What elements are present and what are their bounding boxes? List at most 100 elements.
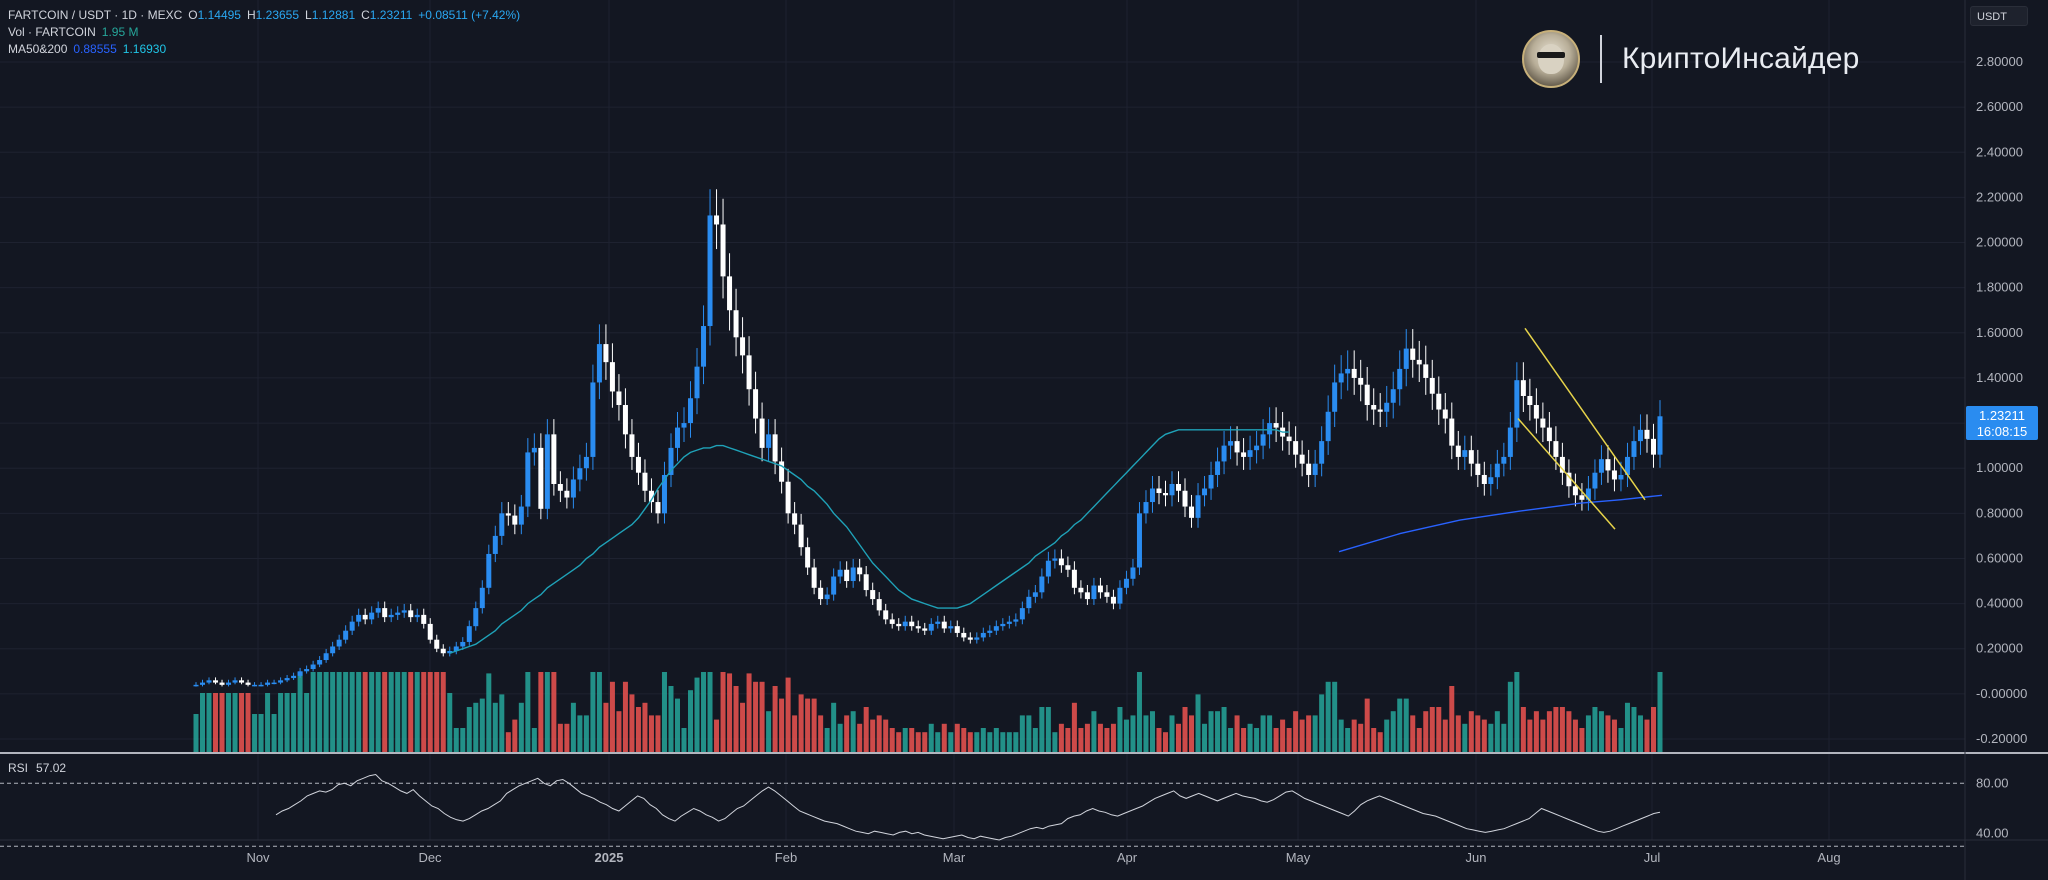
rsi-tick-label: 80.00 — [1976, 775, 2009, 790]
candle-body — [1403, 348, 1409, 369]
candle-body — [616, 391, 622, 406]
price-tick-label: 1.00000 — [1976, 460, 2023, 475]
candle-body — [1091, 585, 1097, 600]
volume-bar — [427, 672, 433, 752]
volume-bar — [635, 707, 641, 752]
candle-body — [896, 623, 902, 627]
volume-bar — [1449, 686, 1455, 752]
symbol-label[interactable]: FARTCOIN / USDT · 1D · MEXC — [8, 8, 183, 22]
volume-bar — [408, 672, 414, 752]
candle-body — [505, 513, 511, 516]
volume-bar — [668, 686, 674, 752]
volume-bar — [1006, 732, 1012, 752]
candle-body — [193, 684, 199, 687]
candle-body — [1247, 450, 1253, 457]
volume-bar — [1462, 723, 1468, 752]
candle-body — [1624, 456, 1630, 475]
low-label: L — [305, 8, 312, 22]
volume-bar — [1351, 719, 1357, 752]
price-tick-label: 0.40000 — [1976, 596, 2023, 611]
candle-body — [1097, 585, 1103, 593]
candle-body — [1397, 368, 1403, 390]
volume-bar — [577, 715, 583, 752]
candle-body — [1189, 506, 1195, 518]
volume-bar — [193, 714, 199, 752]
volume-bar — [1149, 711, 1155, 752]
volume-bar — [440, 672, 446, 752]
volume-bar — [1514, 672, 1520, 752]
candle-body — [1306, 463, 1312, 475]
volume-bar — [1598, 711, 1604, 752]
volume-bar — [1176, 723, 1182, 752]
volume-bar — [486, 673, 492, 752]
volume-bar — [714, 719, 720, 752]
candle-body — [1234, 441, 1240, 453]
volume-bar — [1091, 711, 1097, 752]
volume-bars — [193, 672, 1663, 752]
candle-body — [987, 630, 993, 633]
volume-bar — [590, 672, 596, 752]
candle-body — [642, 472, 648, 491]
candle-body — [414, 614, 420, 618]
candle-body — [596, 344, 602, 383]
candle-body — [1371, 405, 1377, 410]
candle-body — [883, 610, 889, 620]
candle-body — [1000, 623, 1006, 627]
candle-body — [232, 680, 238, 683]
brand-divider — [1600, 35, 1602, 83]
candle-body — [948, 626, 954, 629]
volume-bar — [811, 698, 817, 752]
volume-bar — [564, 723, 570, 752]
volume-bar — [727, 673, 733, 752]
volume-bar — [1475, 715, 1481, 752]
ma-legend-row[interactable]: MA50&200 0.88555 1.16930 — [8, 41, 520, 58]
volume-bar — [375, 672, 381, 752]
time-tick-label: Mar — [943, 850, 966, 865]
volume-bar — [596, 672, 602, 752]
candle-body — [1390, 389, 1396, 403]
time-tick-label: Apr — [1117, 850, 1138, 865]
candle-body — [447, 650, 453, 654]
rsi-legend[interactable]: RSI 57.02 — [8, 761, 66, 775]
volume-bar — [466, 707, 472, 752]
volume-bar — [330, 672, 336, 752]
volume-bar — [453, 728, 459, 752]
volume-bar — [492, 702, 498, 752]
volume-bar — [1104, 728, 1110, 752]
volume-bar — [1208, 711, 1214, 752]
candle-body — [818, 587, 824, 600]
candle-body — [720, 224, 726, 277]
candle-body — [902, 621, 908, 627]
brand-name: КриптоИнсайдер — [1622, 42, 1860, 75]
volume-bar — [395, 672, 401, 752]
volume-bar — [1338, 719, 1344, 752]
price-tick-label: 0.60000 — [1976, 550, 2023, 565]
currency-selector[interactable]: USDT — [1970, 6, 2028, 26]
candle-body — [974, 637, 980, 640]
price-tick-label: 1.40000 — [1976, 370, 2023, 385]
candle-body — [603, 344, 609, 363]
candle-body — [1241, 452, 1247, 457]
candle-body — [1423, 364, 1429, 378]
candle-body — [1156, 488, 1162, 494]
volume-bar — [1403, 698, 1409, 752]
volume-bar — [1215, 711, 1221, 752]
volume-bar — [974, 732, 980, 752]
candle-body — [356, 614, 362, 622]
close-value: 1.23211 — [369, 8, 413, 22]
high-label: H — [246, 8, 256, 22]
volume-legend-row[interactable]: Vol · FARTCOIN 1.95 M — [8, 24, 520, 41]
candle-body — [486, 553, 492, 588]
candle-body — [297, 671, 303, 676]
volume-bar — [902, 728, 908, 752]
candle-body — [1228, 441, 1234, 446]
candle-body — [622, 405, 628, 435]
candle-body — [1644, 429, 1650, 439]
volume-bar — [987, 732, 993, 752]
candle-body — [1598, 459, 1604, 473]
candle-body — [1481, 474, 1487, 484]
volume-bar — [1559, 707, 1565, 752]
volume-bar — [323, 672, 329, 752]
